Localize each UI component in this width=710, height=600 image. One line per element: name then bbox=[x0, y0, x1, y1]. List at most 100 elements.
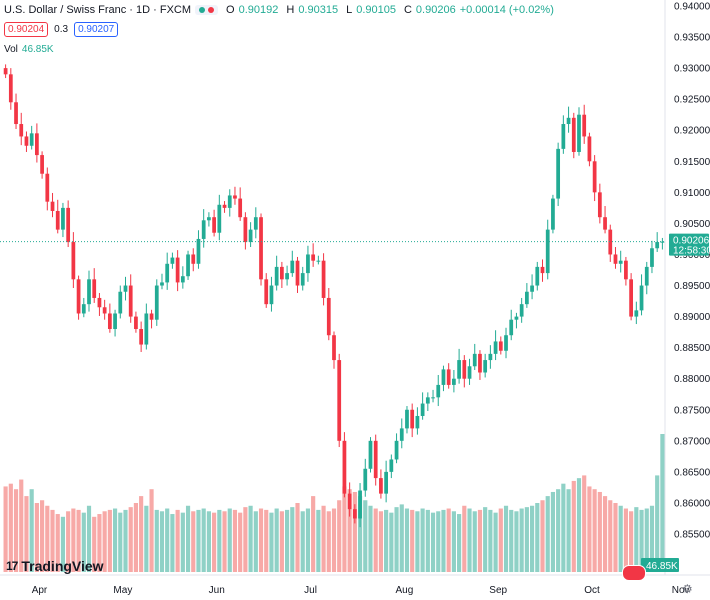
candle-body bbox=[363, 468, 368, 491]
candle-body bbox=[311, 254, 316, 261]
volume-bar bbox=[644, 508, 649, 572]
volume-bar bbox=[60, 516, 66, 572]
volume-bar bbox=[50, 509, 55, 572]
candle-body bbox=[180, 276, 185, 283]
volume-bar bbox=[618, 505, 623, 572]
volume-bar bbox=[368, 505, 373, 572]
candle-body bbox=[253, 217, 258, 230]
volume-bar bbox=[170, 514, 175, 572]
price-tick-label: 0.94000 bbox=[674, 2, 710, 13]
buy-button[interactable]: 0.90207 bbox=[74, 22, 119, 37]
candle-body bbox=[66, 207, 71, 243]
time-tick-label: Sep bbox=[489, 585, 507, 596]
volume-bar bbox=[587, 486, 592, 572]
price-axis[interactable]: 0.94000 0.93500 0.93000 0.92500 0.92000 0.915… bbox=[674, 2, 710, 541]
volume-bar bbox=[144, 505, 149, 572]
candle-body bbox=[102, 307, 107, 314]
candle-body bbox=[76, 279, 81, 314]
volume-bar bbox=[165, 508, 170, 572]
volume-bar bbox=[149, 489, 154, 572]
volume-bar bbox=[509, 509, 514, 572]
candle-body bbox=[530, 285, 534, 292]
volume-bar bbox=[55, 514, 60, 572]
volume-label-box bbox=[641, 558, 679, 572]
volume-bar bbox=[248, 505, 253, 572]
tradingview-logo-icon: 17 bbox=[6, 559, 18, 573]
volume-bar bbox=[467, 508, 472, 572]
candle-body bbox=[597, 192, 602, 218]
volume-bar bbox=[227, 508, 232, 572]
high-value: 0.90315 bbox=[298, 4, 339, 16]
tradingview-logo[interactable]: 17 TradingView bbox=[6, 558, 104, 574]
candle-body bbox=[321, 260, 326, 298]
volume-bar bbox=[201, 508, 206, 572]
candle-body bbox=[306, 254, 310, 274]
volume-bar bbox=[457, 514, 462, 572]
us-flag-icon[interactable] bbox=[622, 565, 646, 581]
volume-bar bbox=[399, 504, 404, 572]
volume-bar bbox=[540, 500, 545, 572]
price-tick-label: 0.93000 bbox=[674, 64, 710, 75]
volume-bar bbox=[45, 505, 50, 572]
price-tick-label: 0.92500 bbox=[674, 95, 710, 106]
candle-body bbox=[425, 397, 430, 404]
candle-body bbox=[201, 220, 206, 239]
volume-bar bbox=[311, 496, 316, 572]
spread-value: 0.3 bbox=[54, 24, 69, 35]
tradingview-logo-text: TradingView bbox=[21, 558, 104, 574]
candle-body bbox=[608, 229, 613, 255]
volume-bar bbox=[180, 512, 185, 572]
candle-body bbox=[545, 229, 550, 274]
volume-bar bbox=[66, 511, 71, 572]
symbol-title[interactable]: U.S. Dollar / Swiss Franc · 1D · FXCM bbox=[4, 4, 192, 16]
candle-body bbox=[238, 198, 243, 218]
candle-body bbox=[639, 285, 644, 311]
volume-bar bbox=[571, 480, 576, 572]
volume-bar bbox=[175, 509, 180, 572]
volume-bar bbox=[206, 511, 211, 572]
candle-body bbox=[191, 254, 196, 264]
time-tick-label: May bbox=[113, 585, 132, 596]
candle-body bbox=[264, 279, 269, 305]
volume-bar bbox=[159, 511, 165, 572]
volume-bar bbox=[331, 508, 337, 572]
candle-body bbox=[399, 428, 404, 441]
candle-body bbox=[571, 117, 576, 152]
candle-body bbox=[618, 260, 623, 264]
volume-bar bbox=[191, 511, 196, 572]
volume-bar bbox=[566, 489, 571, 572]
volume-bar bbox=[19, 479, 24, 572]
price-tick-label: 0.89500 bbox=[674, 281, 710, 292]
sell-button[interactable]: 0.90204 bbox=[4, 22, 49, 37]
price-tick-label: 0.90500 bbox=[674, 219, 710, 230]
candle-body bbox=[97, 297, 102, 308]
volume-bar bbox=[347, 489, 352, 572]
candle-body bbox=[295, 260, 300, 286]
volume-bar bbox=[524, 507, 529, 572]
time-tick-label: Jul bbox=[304, 585, 317, 596]
volume-bar bbox=[404, 508, 410, 572]
candle-body bbox=[379, 478, 383, 494]
last-price-value: 0.90206 bbox=[673, 236, 710, 247]
time-axis[interactable]: Apr May Jun Jul Aug Sep Oct Nov bbox=[32, 585, 690, 596]
gear-icon[interactable]: ⚙ bbox=[682, 582, 693, 596]
volume-bar bbox=[613, 503, 618, 572]
trade-row: 0.90204 0.3 0.90207 bbox=[4, 22, 119, 37]
volume-bar bbox=[363, 500, 368, 572]
candle-body bbox=[186, 254, 190, 277]
candle-body bbox=[113, 313, 117, 330]
volume-bar bbox=[576, 478, 582, 572]
volume-bar bbox=[305, 508, 311, 572]
candle-body bbox=[222, 204, 227, 208]
volume-bar bbox=[118, 512, 123, 572]
volume-bar bbox=[269, 512, 274, 572]
candle-body bbox=[493, 341, 498, 354]
candle-body bbox=[352, 509, 357, 519]
status-dots[interactable] bbox=[195, 5, 219, 15]
volume-bar bbox=[128, 507, 133, 572]
volume-bar bbox=[258, 508, 264, 572]
candle-body bbox=[92, 279, 97, 298]
price-tick-label: 0.91500 bbox=[674, 157, 710, 168]
volume-legend[interactable]: Vol 46.85K bbox=[4, 44, 54, 55]
